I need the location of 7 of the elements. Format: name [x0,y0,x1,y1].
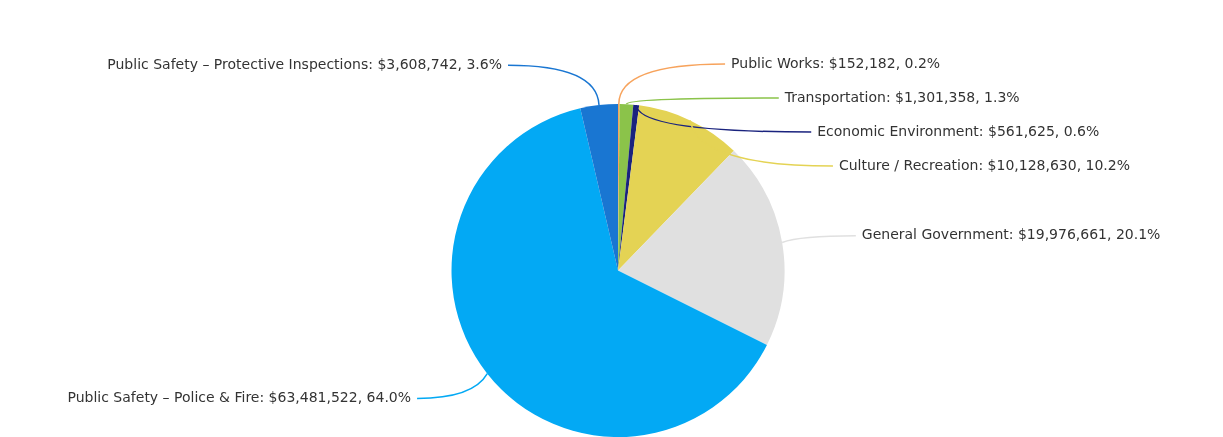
slice-label: Economic Environment: $561,625, 0.6% [817,122,1100,139]
slice-label: Public Works: $152,182, 0.2% [731,54,941,71]
slice-label: Public Safety – Police & Fire: $63,481,522, 64.0% [67,389,412,406]
slice-label: General Government: $19,976,661, 20.1% [861,226,1161,243]
slice-label: Culture / Recreation: $10,128,630, 10.2% [838,156,1131,173]
slice-label: Transportation: $1,301,358, 1.3% [783,88,1020,105]
slice-label: Public Safety – Protective Inspections: $3,608,742, 3.6% [107,55,503,72]
